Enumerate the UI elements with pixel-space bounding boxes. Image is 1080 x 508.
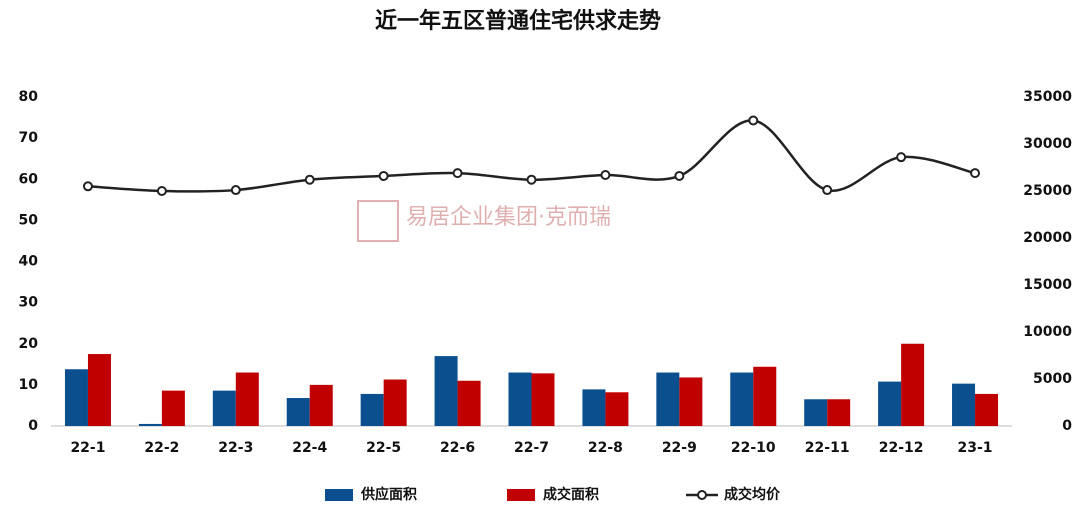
x-tick-label: 22-8 bbox=[588, 440, 623, 456]
legend-swatch bbox=[325, 489, 353, 501]
x-tick-label: 22-12 bbox=[879, 440, 924, 456]
bar bbox=[235, 372, 259, 426]
x-tick-label: 22-2 bbox=[144, 440, 179, 456]
y2-tick-label: 10000 bbox=[1023, 324, 1072, 340]
line-point bbox=[526, 174, 537, 185]
bar bbox=[360, 393, 384, 426]
y2-tick-label: 30000 bbox=[1023, 136, 1072, 152]
line-point bbox=[378, 170, 389, 181]
bar bbox=[804, 399, 828, 426]
legend-label: 成交面积 bbox=[543, 486, 599, 503]
bar bbox=[753, 366, 777, 426]
line-point bbox=[230, 185, 241, 196]
bar bbox=[286, 398, 310, 426]
y-tick-label: 40 bbox=[19, 254, 39, 270]
legend-label: 成交均价 bbox=[724, 486, 781, 503]
bar bbox=[434, 356, 458, 426]
legend-swatch bbox=[507, 489, 535, 501]
bar bbox=[212, 390, 236, 426]
line-point bbox=[452, 168, 463, 179]
y2-tick-label: 25000 bbox=[1023, 183, 1072, 199]
line-point bbox=[822, 185, 833, 196]
bar bbox=[161, 390, 185, 426]
line-point bbox=[600, 170, 611, 181]
bar bbox=[64, 369, 88, 426]
line-point bbox=[970, 168, 981, 179]
bar bbox=[605, 392, 629, 426]
bar bbox=[975, 393, 999, 426]
bar bbox=[679, 377, 703, 426]
y-tick-label: 20 bbox=[19, 336, 39, 352]
bar bbox=[309, 384, 333, 426]
y2-tick-label: 15000 bbox=[1023, 277, 1072, 293]
bar bbox=[901, 343, 925, 426]
bar bbox=[138, 423, 162, 426]
y-tick-label: 0 bbox=[28, 418, 38, 434]
x-tick-label: 22-11 bbox=[805, 440, 850, 456]
x-tick-label: 22-6 bbox=[440, 440, 475, 456]
y-tick-label: 80 bbox=[19, 89, 39, 105]
line-point bbox=[304, 174, 315, 185]
line-point bbox=[748, 115, 759, 126]
legend-marker bbox=[697, 490, 707, 500]
y2-tick-label: 5000 bbox=[1033, 371, 1072, 387]
y2-tick-label: 20000 bbox=[1023, 230, 1072, 246]
x-tick-label: 22-3 bbox=[218, 440, 253, 456]
y-tick-label: 30 bbox=[19, 295, 39, 311]
bar bbox=[582, 389, 606, 426]
bar bbox=[730, 372, 754, 426]
y-tick-label: 50 bbox=[19, 212, 39, 228]
x-tick-label: 22-1 bbox=[70, 440, 105, 456]
watermark: 易居企业集团·克而瑞 bbox=[406, 205, 611, 230]
bar bbox=[878, 381, 902, 426]
chart-title: 近一年五区普通住宅供求走势 bbox=[375, 8, 661, 34]
legend-label: 供应面积 bbox=[360, 486, 417, 503]
bar bbox=[457, 380, 481, 426]
y-tick-label: 60 bbox=[19, 171, 39, 187]
y-tick-label: 10 bbox=[19, 377, 39, 393]
bar bbox=[952, 383, 976, 426]
line-point bbox=[82, 181, 93, 192]
bar bbox=[87, 354, 111, 426]
y2-tick-label: 0 bbox=[1062, 418, 1072, 434]
x-tick-label: 22-9 bbox=[662, 440, 697, 456]
x-tick-label: 22-5 bbox=[366, 440, 401, 456]
y-tick-label: 70 bbox=[19, 130, 39, 146]
bar bbox=[656, 372, 680, 426]
bar bbox=[383, 379, 407, 426]
x-tick-label: 22-10 bbox=[731, 440, 776, 456]
line-point bbox=[896, 152, 907, 163]
x-tick-label: 22-4 bbox=[292, 440, 327, 456]
x-tick-label: 22-7 bbox=[514, 440, 549, 456]
x-tick-label: 23-1 bbox=[958, 440, 993, 456]
line-point bbox=[674, 170, 685, 181]
bar bbox=[531, 373, 555, 426]
bar bbox=[827, 399, 851, 426]
line-point bbox=[156, 186, 167, 196]
y2-tick-label: 35000 bbox=[1023, 89, 1072, 105]
watermark-logo bbox=[357, 200, 399, 242]
bar bbox=[508, 372, 532, 426]
